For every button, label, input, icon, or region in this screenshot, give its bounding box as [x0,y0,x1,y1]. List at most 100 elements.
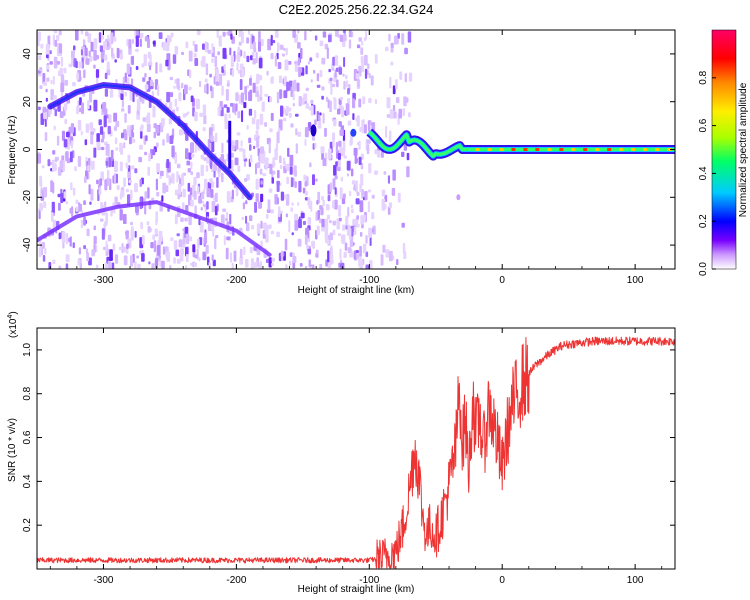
noise-speck [347,206,350,217]
noise-speck [353,226,357,235]
noise-speck [111,262,115,269]
noise-speck [52,75,55,85]
noise-speck [214,205,218,216]
noise-speck [45,97,48,102]
noise-speck [181,173,185,186]
noise-speck [205,165,209,172]
noise-speck [279,155,282,164]
noise-speck [129,89,133,101]
noise-speck [47,159,51,167]
noise-speck [265,258,269,263]
noise-speck [215,81,220,86]
noise-speck [75,60,78,69]
noise-speck [127,105,131,114]
noise-speck [347,120,352,126]
noise-speck [81,46,86,50]
noise-speck [290,207,293,212]
noise-speck [190,162,193,170]
noise-speck [231,189,234,200]
noise-speck [286,81,289,92]
noise-speck [93,147,97,158]
noise-speck [355,250,359,253]
noise-speck [374,54,378,64]
noise-speck [223,104,228,108]
noise-speck [188,86,192,91]
noise-speck [332,138,335,147]
noise-speck [303,174,307,181]
noise-speck [408,112,411,118]
noise-speck [125,230,129,240]
noise-speck [266,70,269,76]
noise-speck [352,218,356,226]
noise-speck [114,254,119,264]
noise-speck [139,32,144,39]
noise-speck [223,235,226,246]
noise-speck [169,135,174,144]
y-tick-label: 40 [22,48,33,60]
noise-speck [275,30,279,38]
noise-speck [319,40,324,47]
noise-speck [392,169,396,181]
noise-speck [209,178,213,184]
noise-speck [221,142,224,154]
noise-speck [343,30,346,34]
noise-speck [314,142,317,149]
noise-speck [202,251,207,261]
noise-speck [145,135,148,142]
noise-speck [242,202,245,210]
noise-speck [130,255,134,267]
noise-speck [205,63,209,76]
noise-speck [329,77,333,82]
noise-speck [53,30,58,34]
noise-speck [105,240,108,252]
noise-speck [80,48,83,56]
noise-speck [404,73,407,83]
noise-speck [291,202,294,206]
noise-speck [57,167,62,176]
noise-speck [396,97,400,104]
noise-speck [188,152,192,160]
noise-speck [297,202,300,206]
noise-speck [406,152,410,161]
noise-speck [76,106,79,115]
noise-speck [206,188,211,198]
noise-speck [321,57,326,65]
noise-speck [158,32,163,39]
noise-speck [261,101,265,112]
noise-speck [85,248,88,254]
noise-speck [367,63,370,70]
noise-speck [208,262,211,269]
noise-speck [368,189,372,193]
noise-speck [322,31,327,38]
noise-speck [174,214,178,225]
noise-speck [365,30,368,40]
noise-speck [300,212,305,219]
noise-speck [169,76,174,81]
noise-speck [341,147,345,157]
noise-speck [215,235,219,239]
noise-speck [158,230,163,242]
noise-speck [71,50,75,59]
noise-speck [174,98,178,107]
noise-speck [149,54,152,66]
noise-speck [242,148,246,160]
noise-speck [152,234,155,240]
noise-speck [105,263,110,269]
noise-speck [249,144,252,151]
noise-speck [342,193,346,199]
noise-speck [386,97,391,109]
noise-speck [365,235,368,244]
noise-speck [139,250,142,255]
noise-speck [124,91,127,97]
noise-speck [169,101,173,110]
signal-peak [547,148,552,151]
noise-speck [341,234,346,245]
noise-speck [338,204,342,217]
noise-speck [226,82,230,87]
noise-speck [46,64,50,70]
noise-speck [217,166,221,174]
noise-speck [407,31,412,43]
noise-speck [202,104,207,116]
noise-speck [342,34,347,42]
noise-speck [63,103,68,111]
